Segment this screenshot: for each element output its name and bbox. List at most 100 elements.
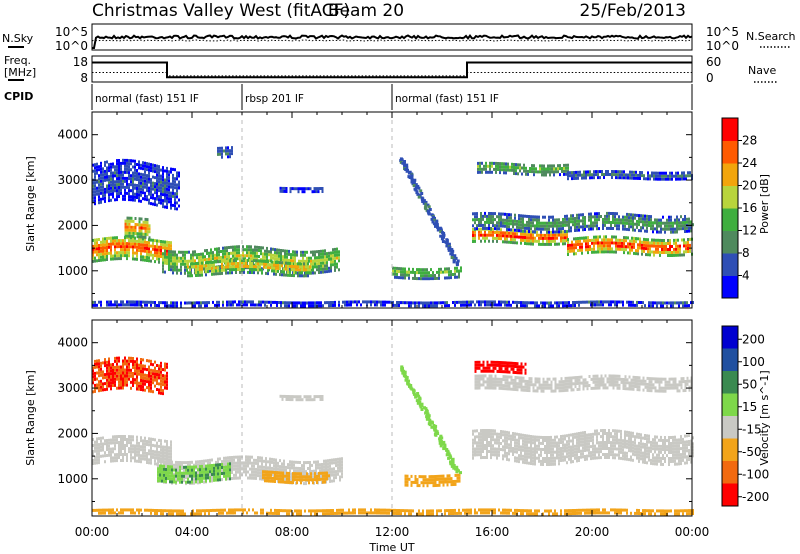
echo-cell [687,241,689,244]
echo-cell [561,170,563,173]
echo-cell [164,181,166,185]
echo-cell [148,171,150,175]
echo-cell [494,218,496,222]
echo-cell [360,303,362,307]
echo-cell [414,478,417,481]
echo-cell [227,468,229,472]
echo-cell [98,458,100,462]
echo-cell [665,251,667,254]
echo-cell [275,260,277,264]
echo-cell [171,465,173,469]
echo-cell [112,174,114,178]
echo-cell [500,221,502,225]
echo-cell [136,232,139,236]
echo-cell [140,448,142,452]
echo-cell [148,227,151,231]
echo-cell [516,222,518,226]
echo-cell [567,253,569,256]
echo-cell [136,438,138,442]
echo-cell [227,477,229,481]
echo-cell [629,242,631,246]
echo-cell [140,300,142,304]
echo-cell [314,256,316,260]
echo-cell [92,196,94,200]
streak-cell [417,195,421,199]
echo-cell [92,303,94,307]
echo-cell [647,177,649,181]
echo-cell [609,241,611,245]
echo-cell [203,470,205,474]
echo-cell [152,452,154,456]
echo-cell [412,270,414,274]
echo-cell [573,171,575,174]
echo-cell [538,242,540,246]
echo-cell [96,437,98,441]
echo-cell [654,218,656,222]
echo-cell [255,461,257,465]
echo-cell [598,227,600,231]
echo-cell [592,215,594,219]
echo-cell [156,179,158,183]
echo-cell [98,446,100,450]
echo-cell [144,303,146,307]
echo-cell [446,301,448,305]
echo-cell [138,184,140,188]
streak-cell [432,222,436,226]
echo-cell [596,212,598,216]
echo-cell [322,477,324,481]
echo-cell [156,444,158,448]
echo-cell [636,303,638,307]
echo-cell [400,270,402,274]
echo-cell [675,250,677,254]
echo-cell [595,170,597,174]
echo-cell [176,195,178,199]
echo-cell [260,300,262,304]
echo-cell [168,449,170,453]
echo-cell [285,273,287,277]
echo-cell [322,304,324,308]
echo-cell [168,250,170,253]
echo-cell [406,273,408,277]
echo-cell [227,459,229,463]
echo-cell [162,187,164,191]
echo-cell [406,480,409,484]
echo-cell [98,250,100,253]
echo-cell [120,444,122,447]
echo-cell [688,229,690,233]
echo-cell [161,479,163,483]
echo-cell [667,248,669,251]
echo-cell [503,165,505,169]
echo-cell [170,458,172,462]
echo-cell [297,265,299,269]
echo-cell [484,239,486,243]
echo-cell [213,472,215,476]
echo-cell [488,215,490,218]
echo-cell [605,244,607,248]
echo-cell [548,301,550,305]
echo-cell [152,163,154,167]
echo-cell [540,301,542,305]
echo-cell [490,227,492,230]
echo-cell [285,264,287,268]
echo-cell [301,464,303,468]
echo-cell [562,239,564,243]
echo-cell [116,165,118,169]
echo-cell [544,242,546,246]
echo-cell [160,180,162,184]
echo-cell [94,241,96,245]
echo-cell [660,304,662,308]
echo-cell [110,192,112,196]
echo-cell [518,217,520,221]
echo-cell [516,228,518,232]
echo-cell [128,242,130,246]
echo-cell [683,244,685,248]
echo-cell [237,455,239,459]
echo-cell [136,163,138,166]
echo-cell [626,221,628,225]
echo-cell [301,467,303,471]
echo-cell [602,227,604,230]
echo-cell [506,303,508,307]
echo-cell [598,215,600,219]
streak-cell [427,212,431,216]
echo-cell [335,464,337,468]
